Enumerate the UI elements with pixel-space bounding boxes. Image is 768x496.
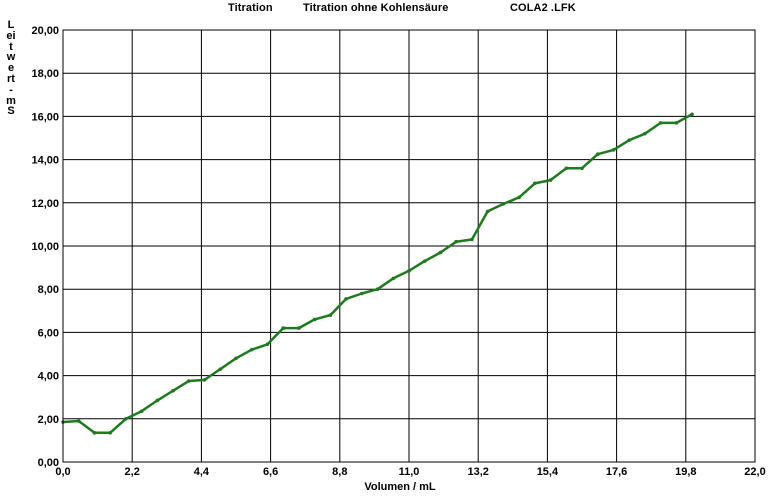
- y-tick-label: 0,00: [38, 457, 59, 469]
- y-tick-label: 16,00: [31, 111, 59, 123]
- y-tick-labels: 0,00 2,00 4,00 6,00 8,00 10,00 12,00 14,00 16,00…: [31, 25, 59, 469]
- header-file: COLA2 .LFK: [510, 2, 576, 14]
- y-tick-label: 2,00: [38, 414, 59, 426]
- y-tick-label: 12,00: [31, 198, 59, 210]
- data-point: [627, 138, 631, 142]
- x-tick-labels: 0,0 2,2 4,4 6,6 8,8 11,0 13,2 15,4 17,6 19,8 22,0: [55, 466, 765, 478]
- data-point: [344, 297, 348, 301]
- x-tick-label: 13,2: [467, 466, 488, 478]
- x-tick-label: 4,4: [194, 466, 210, 478]
- data-point: [360, 291, 364, 296]
- data-point: [422, 259, 427, 263]
- series-line: [62, 113, 693, 435]
- data-point: [265, 342, 270, 347]
- data-point: [234, 356, 238, 361]
- data-series: [61, 112, 694, 435]
- plot-frame: [62, 29, 756, 463]
- data-point: [391, 276, 396, 281]
- y-tick-label: 4,00: [38, 371, 59, 383]
- data-point: [328, 313, 333, 317]
- header-mode: Titration: [228, 2, 273, 14]
- data-point: [92, 431, 97, 435]
- data-point: [312, 317, 317, 322]
- x-tick-label: 8,8: [332, 466, 347, 478]
- y-axis-label: Leitwert - mS: [6, 19, 19, 118]
- x-tick-label: 2,2: [125, 466, 140, 478]
- x-tick-label: 22,0: [744, 466, 765, 478]
- data-point: [407, 269, 411, 273]
- y-tick-label: 10,00: [31, 241, 59, 253]
- data-point: [218, 367, 223, 371]
- data-point: [470, 237, 474, 242]
- data-point: [375, 287, 380, 292]
- chart-header: Titration Titration ohne Kohlensäure COL…: [0, 2, 768, 18]
- data-point: [108, 431, 112, 435]
- data-point: [517, 195, 521, 200]
- data-point: [595, 152, 600, 156]
- data-point: [611, 148, 616, 152]
- data-point: [643, 131, 647, 136]
- data-point: [580, 166, 584, 171]
- data-point: [501, 202, 506, 206]
- y-tick-label: 18,00: [31, 68, 59, 80]
- data-point: [658, 121, 663, 125]
- data-point: [187, 379, 191, 383]
- data-point: [171, 388, 175, 393]
- data-point: [548, 178, 553, 182]
- data-point: [485, 209, 490, 214]
- data-point: [533, 181, 537, 186]
- data-point: [438, 250, 443, 255]
- data-point: [454, 239, 458, 244]
- x-tick-label: 19,8: [675, 466, 696, 478]
- data-point: [249, 347, 254, 352]
- data-point: [564, 166, 569, 171]
- data-point: [155, 398, 160, 403]
- data-point: [202, 378, 207, 382]
- x-tick-label: 0,0: [55, 466, 70, 478]
- x-tick-label: 11,0: [399, 466, 420, 478]
- x-tick-label: 15,4: [537, 466, 559, 478]
- y-tick-label: 14,00: [31, 155, 59, 167]
- grid: [62, 29, 756, 463]
- data-point: [690, 112, 694, 117]
- data-point: [139, 409, 144, 414]
- data-point: [124, 417, 128, 421]
- y-tick-label: 6,00: [38, 327, 59, 339]
- data-point: [674, 121, 679, 125]
- x-tick-label: 17,6: [606, 466, 627, 478]
- y-tick-label: 20,00: [31, 25, 59, 37]
- x-tick-label: 6,6: [263, 466, 278, 478]
- data-point: [76, 419, 81, 423]
- x-axis-label: Volumen / mL: [364, 481, 436, 493]
- header-title: Titration ohne Kohlensäure: [303, 2, 449, 14]
- data-point: [281, 326, 285, 330]
- y-tick-label: 8,00: [38, 284, 59, 296]
- data-point: [297, 326, 301, 330]
